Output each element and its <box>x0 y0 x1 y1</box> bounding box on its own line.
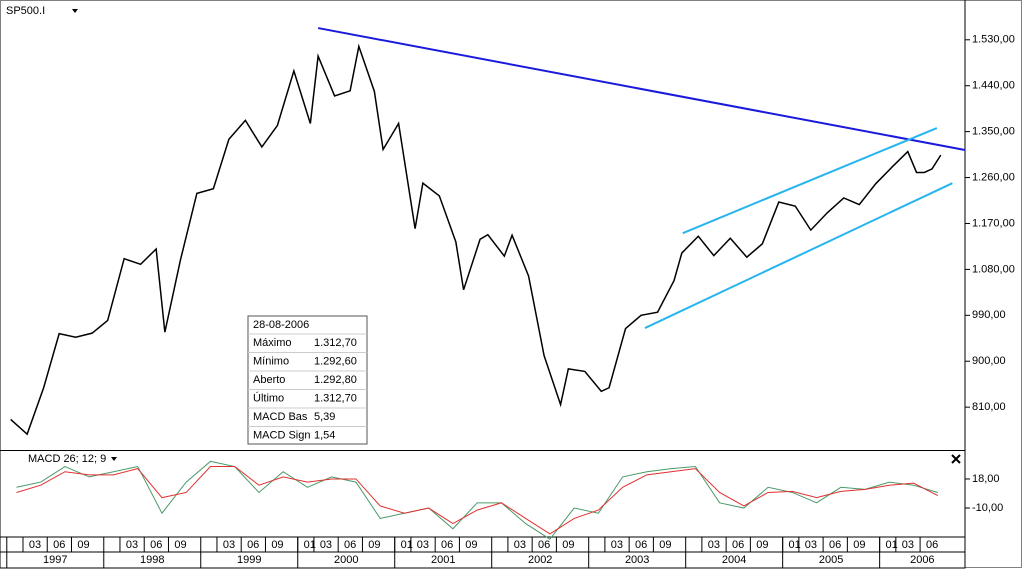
trendline <box>644 182 953 329</box>
year-label: 2002 <box>528 554 552 566</box>
x-tick-label: 06 <box>732 539 744 551</box>
x-tick-label: 09 <box>465 539 477 551</box>
x-tick-label: 03 <box>611 539 623 551</box>
x-tick-label: 03 <box>805 539 817 551</box>
year-label: 1998 <box>140 554 164 566</box>
info-label: Máximo <box>253 337 292 349</box>
year-label: 2000 <box>334 554 358 566</box>
x-tick-label: 09 <box>562 539 574 551</box>
x-tick-label: 06 <box>926 539 938 551</box>
year-label: 1999 <box>237 554 261 566</box>
x-tick-label: 03 <box>29 539 41 551</box>
info-value: 1,54 <box>314 429 335 441</box>
year-label: 2006 <box>910 554 934 566</box>
x-tick-label: 06 <box>150 539 162 551</box>
x-tick-label: 06 <box>53 539 65 551</box>
info-value: 1.292,60 <box>314 355 357 367</box>
x-tick-label: 03 <box>417 539 429 551</box>
info-value: 5,39 <box>314 411 335 423</box>
x-tick-label: 06 <box>635 539 647 551</box>
y-tick-label: 990,00 <box>972 309 1006 321</box>
year-label: 2003 <box>625 554 649 566</box>
x-tick-label: 01 <box>789 539 801 551</box>
x-tick-label: 01 <box>401 539 413 551</box>
x-tick-label: 03 <box>126 539 138 551</box>
year-label: 1997 <box>43 554 67 566</box>
macd-line <box>16 466 939 535</box>
x-tick-label: 03 <box>223 539 235 551</box>
info-label: Aberto <box>253 374 285 386</box>
trendline <box>682 127 938 235</box>
info-date: 28-08-2006 <box>253 319 309 331</box>
x-tick-label: 06 <box>441 539 453 551</box>
y-tick-label: 1.350,00 <box>972 126 1015 138</box>
info-label: MACD Bas <box>253 411 308 423</box>
info-label: Mínimo <box>253 355 289 367</box>
info-box: 28-08-2006 <box>247 315 368 445</box>
info-box-frame <box>247 315 368 445</box>
x-tick-label: 09 <box>659 539 671 551</box>
x-tick-label: 09 <box>174 539 186 551</box>
y-tick-label: 18,00 <box>972 473 1000 485</box>
year-label: 2004 <box>722 554 746 566</box>
y-tick-label: 1.530,00 <box>972 34 1015 46</box>
info-value: 1.292,80 <box>314 374 357 386</box>
y-tick-label: 1.440,00 <box>972 80 1015 92</box>
info-label: Último <box>253 391 284 404</box>
x-tick-label: 09 <box>756 539 768 551</box>
trendline <box>317 27 966 151</box>
x-tick-label: 09 <box>271 539 283 551</box>
x-tick-label: 03 <box>514 539 526 551</box>
x-tick-label: 01 <box>304 539 316 551</box>
dropdown-arrow[interactable] <box>72 9 78 13</box>
y-tick-label: 1.080,00 <box>972 263 1015 275</box>
y-tick-label: 810,00 <box>972 401 1006 413</box>
x-tick-label: 06 <box>538 539 550 551</box>
x-tick-label: 03 <box>902 539 914 551</box>
info-value: 1.312,70 <box>314 392 357 404</box>
x-tick-label: 09 <box>368 539 380 551</box>
indicator-label[interactable]: MACD 26; 12; 9 <box>28 453 106 465</box>
year-label: 2005 <box>819 554 843 566</box>
x-tick-label: 01 <box>886 539 898 551</box>
x-tick-label: 03 <box>708 539 720 551</box>
info-label: MACD Sign <box>253 429 310 441</box>
y-tick-label: -10,00 <box>972 502 1003 514</box>
close-button[interactable] <box>951 454 961 464</box>
info-value: 1.312,70 <box>314 337 357 349</box>
x-tick-label: 09 <box>853 539 865 551</box>
x-tick-label: 06 <box>247 539 259 551</box>
x-tick-label: 03 <box>320 539 332 551</box>
dropdown-arrow[interactable] <box>111 457 117 461</box>
price-line <box>10 43 942 436</box>
x-tick-label: 06 <box>344 539 356 551</box>
x-tick-label: 06 <box>829 539 841 551</box>
macd-line <box>16 460 938 540</box>
y-tick-label: 1.170,00 <box>972 217 1015 229</box>
y-tick-label: 1.260,00 <box>972 171 1015 183</box>
symbol-label[interactable]: SP500.I <box>6 5 45 17</box>
year-label: 2001 <box>431 554 455 566</box>
y-tick-label: 900,00 <box>972 355 1006 367</box>
x-tick-label: 09 <box>77 539 89 551</box>
